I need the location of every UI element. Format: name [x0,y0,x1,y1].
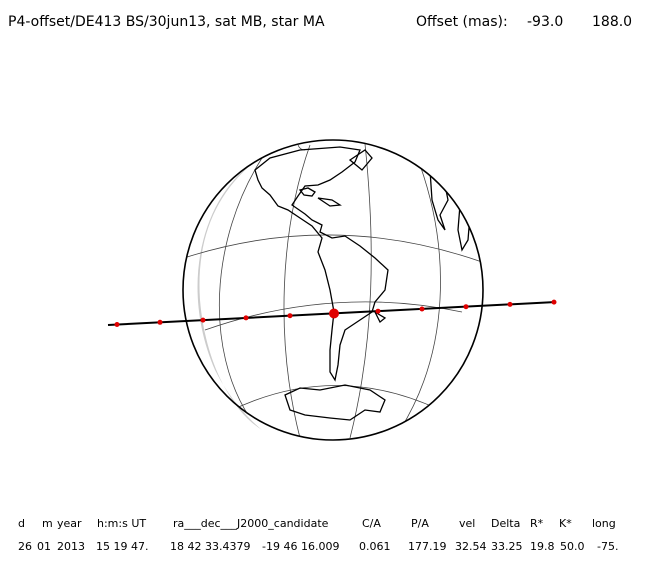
globe [182,139,484,441]
column-header: year [57,517,82,530]
table-cell: -19 46 16.009 [262,540,339,553]
column-header: K* [559,517,572,530]
track-points [114,299,557,327]
event-table: d m year h:m:s UT ra___dec___J2000_candidate… [18,517,618,553]
column-header: vel [459,517,475,530]
offset-label: Offset (mas): [416,14,508,30]
table-cell: 15 19 47. [96,540,148,553]
column-header: long [592,517,616,530]
map-title: P4-offset/DE413 BS/30jun13, sat MB, star… [8,14,325,30]
column-header: C/A [362,517,381,530]
globe-outline [182,139,484,441]
table-cell: 2013 [57,540,85,553]
column-header: d [18,517,25,530]
column-header: m [42,517,53,530]
table-cell: 19.8 [530,540,555,553]
offset-value: 188.0 [592,14,632,30]
night-shadow [197,163,262,430]
table-cell: 18 42 33.4379 [170,540,250,553]
table-cell: 50.0 [560,540,585,553]
table-cell: 01 [37,540,51,553]
table-cell: 26 [18,540,32,553]
offset-value: -93.0 [527,14,563,30]
shadow-track [107,299,557,327]
column-header: P/A [411,517,429,530]
column-header: ra___dec___J2000_candidate [173,517,329,530]
table-cell: 177.19 [408,540,447,553]
globe-disk [183,140,483,440]
column-header: Delta [491,517,520,530]
table-cell: -75. [597,540,618,553]
table-cell: 0.061 [359,540,391,553]
column-header: R* [530,517,544,530]
table-cell: 33.25 [491,540,523,553]
closest-approach [329,308,339,319]
table-cell: 32.54 [455,540,487,553]
column-header: h:m:s UT [97,517,146,530]
